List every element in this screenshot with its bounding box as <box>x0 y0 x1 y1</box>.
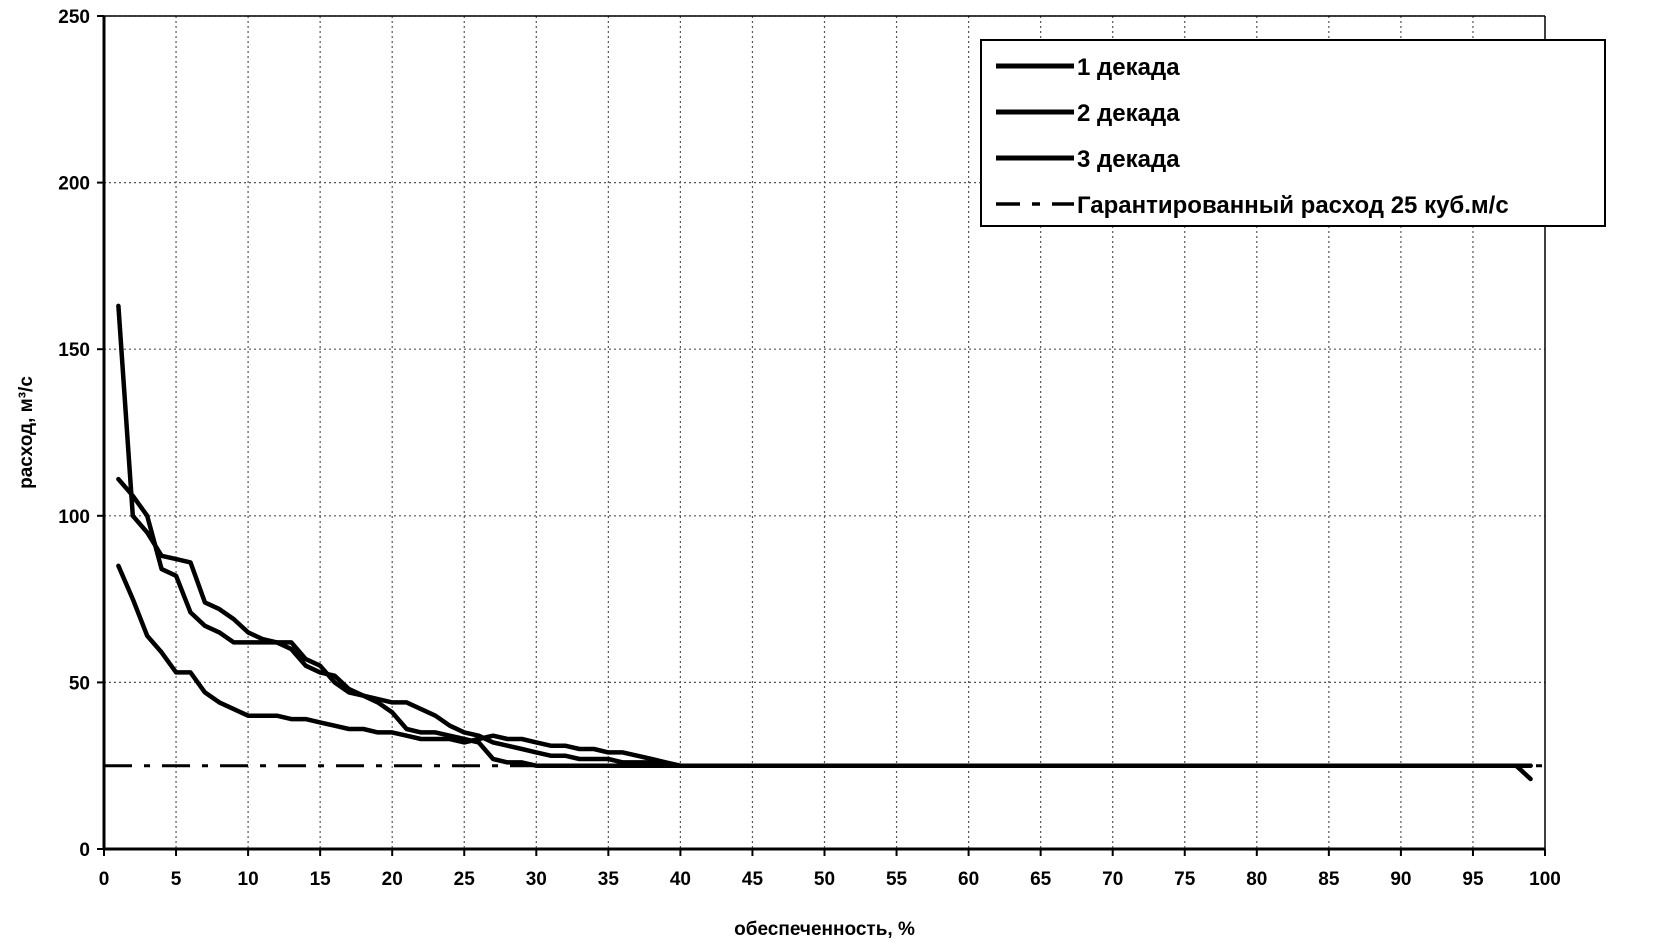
x-tick-label: 20 <box>382 869 403 890</box>
series-layer <box>104 303 1545 782</box>
x-tick-label: 90 <box>1390 869 1411 890</box>
x-tick-label: 5 <box>171 869 182 890</box>
legend-box <box>980 39 1606 227</box>
series-line-3 <box>116 563 1533 768</box>
x-tick-label: 65 <box>1030 869 1052 890</box>
x-tick-label: 75 <box>1174 869 1196 890</box>
x-tick-label: 0 <box>99 869 110 890</box>
y-tick-label: 250 <box>58 7 90 28</box>
x-tick-label: 35 <box>598 869 620 890</box>
legend-label: Гарантированный расход 25 куб.м/с <box>1077 192 1509 219</box>
x-axis-title: обеспеченность, % <box>734 919 915 940</box>
y-tick-label: 100 <box>58 507 90 528</box>
y-tick-label: 50 <box>69 673 90 694</box>
x-tick-label: 15 <box>310 869 332 890</box>
x-tick-label: 70 <box>1102 869 1123 890</box>
tick-labels: 0 5 10 15 20 25 30 35 40 45 50 55 60 65 70 75 80 85 90 95 10… <box>58 7 1561 890</box>
y-tick-label: 200 <box>58 174 90 195</box>
x-tick-label: 25 <box>454 869 476 890</box>
legend-label: 3 декада <box>1077 146 1180 173</box>
x-tick-label: 95 <box>1462 869 1484 890</box>
legend-label: 2 декада <box>1077 100 1180 127</box>
x-tick-label: 40 <box>670 869 691 890</box>
y-tick-label: 150 <box>58 340 90 361</box>
x-tick-label: 100 <box>1529 869 1561 890</box>
x-tick-label: 60 <box>958 869 979 890</box>
x-tick-label: 50 <box>814 869 835 890</box>
legend: 1 декада 2 декада 3 декада Гарантированный … <box>980 39 1606 227</box>
y-axis-title: расход, м³/с <box>16 376 37 489</box>
y-tick-label: 0 <box>79 840 90 861</box>
x-tick-label: 80 <box>1246 869 1267 890</box>
x-tick-label: 45 <box>742 869 764 890</box>
x-tick-label: 85 <box>1318 869 1340 890</box>
x-tick-label: 55 <box>886 869 908 890</box>
legend-label: 1 декада <box>1077 54 1180 81</box>
x-tick-label: 30 <box>526 869 547 890</box>
x-tick-label: 10 <box>238 869 259 890</box>
